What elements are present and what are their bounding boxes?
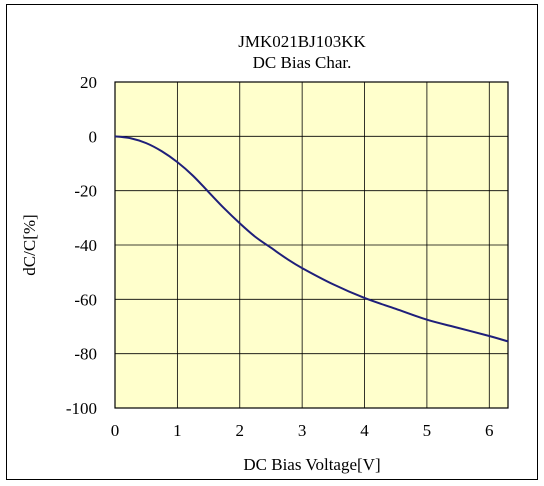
x-tick-label: 2 xyxy=(236,421,245,440)
y-tick-label: 20 xyxy=(80,73,97,92)
x-tick-label: 4 xyxy=(360,421,369,440)
x-tick-label: 1 xyxy=(173,421,182,440)
y-axis-ticks: 20 0 -20 -40 -60 -80 -100 xyxy=(66,73,97,418)
x-tick-label: 5 xyxy=(423,421,432,440)
y-axis-label: dC/C[%] xyxy=(20,214,39,275)
y-tick-label: -100 xyxy=(66,399,97,418)
chart-subtitle: DC Bias Char. xyxy=(253,53,352,72)
x-tick-label: 0 xyxy=(111,421,120,440)
y-tick-label: -60 xyxy=(74,290,97,309)
x-axis-ticks: 0 1 2 3 4 5 6 xyxy=(111,421,494,440)
series-line xyxy=(114,135,509,343)
gridlines xyxy=(115,82,508,408)
x-tick-label: 3 xyxy=(298,421,307,440)
x-tick-label: 6 xyxy=(485,421,494,440)
x-axis-label: DC Bias Voltage[V] xyxy=(243,455,380,474)
y-tick-label: -20 xyxy=(74,182,97,201)
y-tick-label: 0 xyxy=(89,127,98,146)
y-tick-label: -80 xyxy=(74,345,97,364)
chart-title: JMK021BJ103KK xyxy=(238,32,366,51)
y-tick-label: -40 xyxy=(74,236,97,255)
